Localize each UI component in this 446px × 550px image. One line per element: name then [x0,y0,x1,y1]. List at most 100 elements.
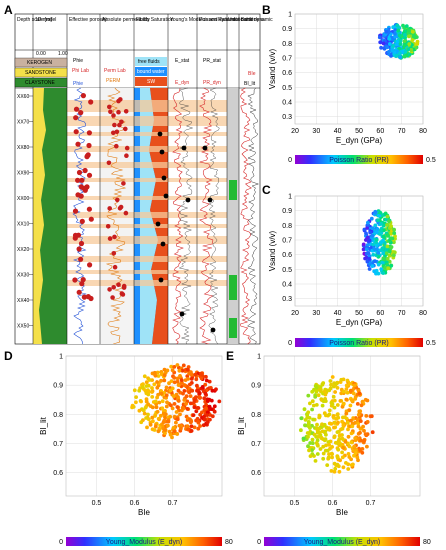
depth-label: XX40 [17,298,29,304]
sandstone-bands [67,100,227,286]
colorbar [66,537,222,546]
phi-lab-point [86,206,92,212]
label-phi-lab: Phi Lab [72,68,89,74]
depth-labels: XX60 XX70 XX80 XX90 XX00 XX10 XX20 XX30 XX40 XX50 [17,94,33,330]
sandstone-band [67,132,227,136]
scatter-point [321,456,326,461]
scatter-point [188,420,193,425]
scatter-point [338,399,343,403]
scatter-point [202,417,207,422]
scatter-point [328,379,333,383]
scatter-point [393,28,398,32]
scatter-point [332,435,337,440]
perm-lab-point [123,109,129,114]
colorbar-label: Poisson Ratio (PR) [329,340,389,347]
phi-lab-point [73,129,79,135]
phi-lab-point [78,193,84,199]
scatter-point [410,30,415,34]
scatter-point [364,231,368,236]
colorbar-max: 0.5 [426,157,436,164]
scatter-point [154,405,159,410]
scatter-point [176,383,181,387]
scatter-point [315,422,319,427]
perm-lab-point [115,197,120,203]
y-tick-label: 0.9 [251,383,261,390]
perm-lab-point [114,129,120,135]
pr-stat-curve [208,87,220,345]
sandstone-band [67,224,227,228]
scatter-point [301,436,306,441]
scatter-point [380,246,385,251]
scatter-point [379,222,383,226]
y-tick-label: 0.6 [53,470,63,477]
phi-lab-point [78,110,84,116]
legend-sandstone [14,67,68,78]
scatter-point [344,387,349,391]
phi-lab-point [88,216,94,222]
scatter-point [350,398,354,403]
scatter-point [170,368,175,373]
scatter-point [358,419,363,423]
header-depth-scale: Depth scale [m] [17,17,52,23]
e-dyn-curve [172,87,184,345]
scatter-point [340,404,345,409]
scatter-point [324,432,328,437]
scatter-point [192,425,197,430]
scatter-point [156,429,161,434]
depth-label: XX90 [17,171,29,177]
scatter-point [387,36,391,41]
y-tick-label: 1 [288,194,292,201]
scatter-point [402,39,407,43]
scatter-point [299,428,303,433]
scatter-point [200,385,205,389]
scatter-point [325,463,330,467]
phi-lab-point [75,177,81,183]
scatter-point [367,238,372,243]
scatter-point [185,367,190,372]
scatter-point [347,455,352,459]
scatter-point [332,469,337,474]
plot-frame [263,355,421,497]
scatter-point [145,425,149,430]
scatter-point [189,424,194,429]
scatter-point [365,420,370,424]
scatter-point [386,266,391,271]
scatter-point [172,394,176,399]
scatter-point [350,424,355,429]
scatter-point [200,410,204,415]
sw-core-point [158,277,164,283]
sandstone-band [67,280,227,286]
scatter-point [374,230,379,235]
y-tick-label: 0.6 [282,252,292,259]
scatter-point [153,399,158,404]
phi-lab-point [87,262,93,268]
y-tick-label: 0.7 [251,441,261,448]
scatter-point [392,253,396,258]
scatter-point [384,29,389,34]
scatter-point [204,374,208,379]
phi-lab-point [73,106,80,112]
scatter-point [357,391,362,396]
scatter-point [380,260,385,265]
y-tick-label: 0.8 [282,41,292,48]
scatter-point [203,391,208,396]
scatter-point [360,450,365,455]
scatter-point [376,251,381,255]
scatter-point [351,462,355,467]
scatter-point [332,425,336,430]
scatter-point [392,34,397,39]
header-1d-model: 1D model [35,17,56,23]
scatter-point [166,419,171,424]
scatter-point [185,407,190,411]
scatter-point [142,374,147,379]
perm-lab-point [119,119,124,125]
scatter-point [319,436,324,441]
scatter-point [172,414,177,419]
scatter-point [338,441,342,446]
label-bi-lit: BI_lit [244,81,256,87]
scatter-point [139,420,144,425]
colorbar-label: Young_Modulus (E_dyn) [304,539,380,546]
scatter-point [335,386,340,390]
scatter-point [356,412,361,417]
